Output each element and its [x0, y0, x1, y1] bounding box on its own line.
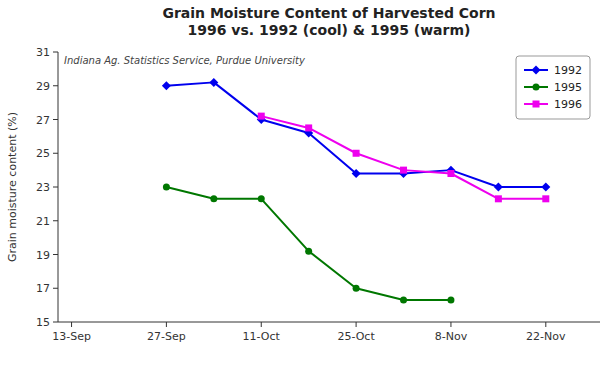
point: [353, 285, 360, 292]
y-tick: [53, 85, 58, 86]
point: [305, 124, 312, 131]
legend-marker: [533, 101, 540, 108]
y-tick: [53, 254, 58, 255]
point: [210, 195, 217, 202]
y-axis-label: Grain moisture content (%): [6, 112, 19, 262]
x-tick-label: 8-Nov: [435, 330, 468, 343]
y-tick-label: 25: [36, 147, 50, 160]
y-tick: [53, 52, 58, 53]
x-axis-line: [58, 322, 600, 323]
point: [447, 170, 454, 177]
x-tick-label: 27-Sep: [147, 330, 186, 343]
y-tick-label: 29: [36, 80, 50, 93]
legend-label: 1996: [554, 98, 582, 111]
title: 1996 vs. 1992 (cool) & 1995 (warm): [188, 22, 471, 38]
y-tick: [53, 220, 58, 221]
point: [352, 169, 361, 178]
point: [305, 248, 312, 255]
y-tick: [53, 153, 58, 154]
series: [163, 184, 455, 304]
point: [494, 183, 503, 192]
legend-marker: [532, 66, 541, 75]
y-tick: [53, 322, 58, 323]
series-line: [261, 116, 546, 199]
x-tick-label: 11-Oct: [243, 330, 281, 343]
x-tick: [356, 322, 357, 327]
point: [258, 113, 265, 120]
y-tick-label: 27: [36, 114, 50, 127]
y-tick-label: 17: [36, 282, 50, 295]
series: [162, 78, 550, 192]
point: [541, 183, 550, 192]
legend-label: 1992: [554, 64, 582, 77]
chart: Grain Moisture Content of Harvested Corn…: [0, 0, 615, 365]
point: [162, 81, 171, 90]
y-tick-label: 31: [36, 46, 50, 59]
y-tick-label: 15: [36, 316, 50, 329]
point: [209, 78, 218, 87]
point: [353, 150, 360, 157]
y-tick: [53, 119, 58, 120]
axes: 15 17 19 21 23 25 27 29 31 13-Sep 27-Sep 11-Oct 25-O…: [6, 46, 600, 343]
y-tick-label: 19: [36, 249, 50, 262]
point: [163, 184, 170, 191]
title: Grain Moisture Content of Harvested Corn: [162, 5, 495, 21]
legend-marker: [533, 84, 540, 91]
x-tick: [166, 322, 167, 327]
series-line: [166, 82, 545, 187]
point: [400, 167, 407, 174]
point: [447, 297, 454, 304]
series: [258, 113, 550, 203]
point: [542, 195, 549, 202]
point: [258, 195, 265, 202]
x-tick-label: 22-Nov: [526, 330, 566, 343]
point: [400, 297, 407, 304]
series-line: [166, 187, 451, 300]
y-tick-label: 21: [36, 215, 50, 228]
plot-area: [162, 78, 550, 304]
x-tick: [450, 322, 451, 327]
subtitle: Indiana Ag. Statistics Service, Purdue U…: [64, 55, 306, 66]
x-tick: [545, 322, 546, 327]
x-tick: [71, 322, 72, 327]
x-tick-label: 13-Sep: [52, 330, 91, 343]
y-tick-label: 23: [36, 181, 50, 194]
x-tick: [261, 322, 262, 327]
legend: 1992 1995 1996: [516, 56, 590, 119]
y-tick: [53, 288, 58, 289]
legend-label: 1995: [554, 81, 582, 94]
legend-box: [516, 56, 590, 119]
y-tick: [53, 187, 58, 188]
x-tick-label: 25-Oct: [337, 330, 375, 343]
point: [495, 195, 502, 202]
